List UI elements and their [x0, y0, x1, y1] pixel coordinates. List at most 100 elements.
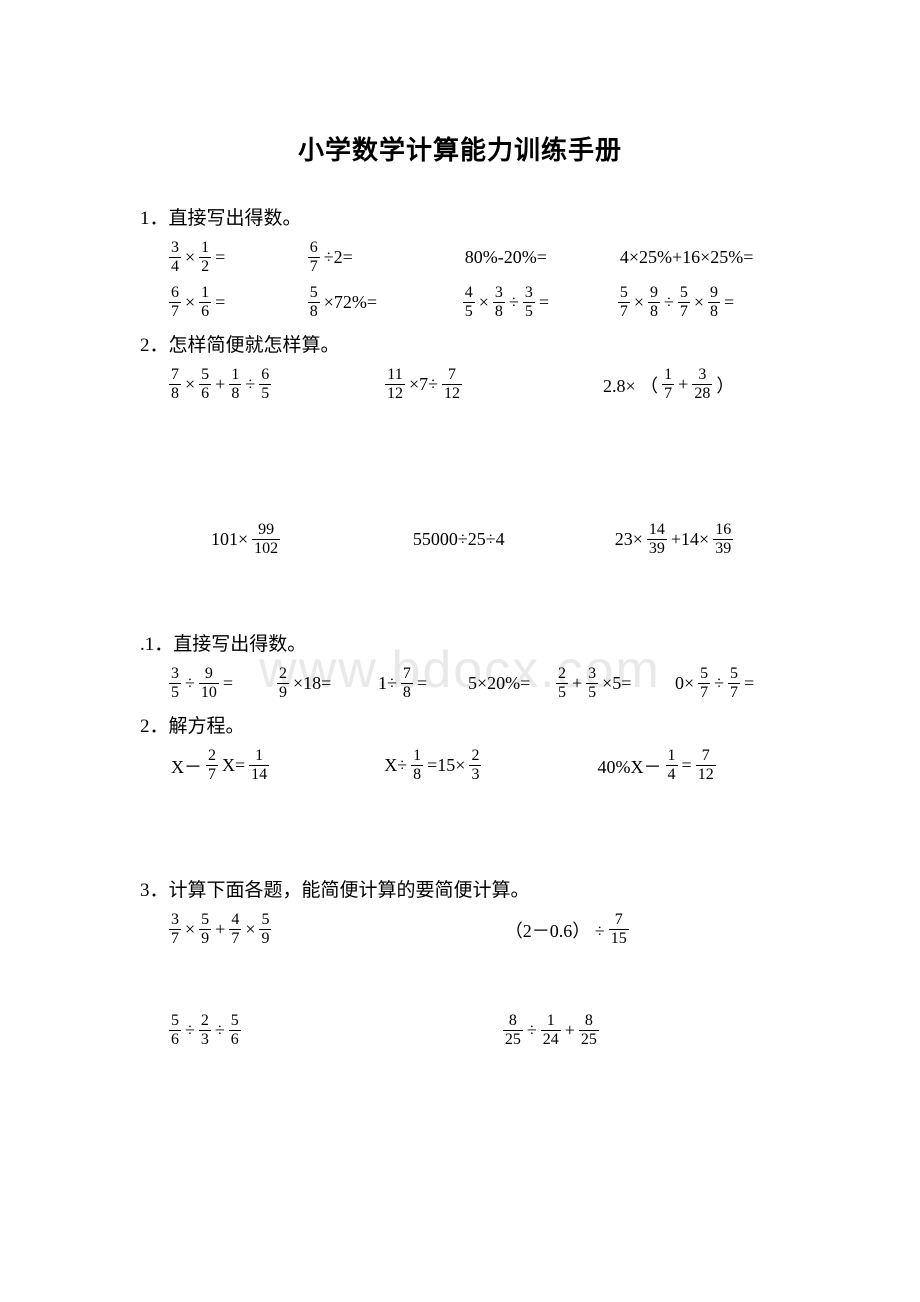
fraction: 25	[556, 666, 568, 701]
fraction: 1639	[713, 522, 733, 557]
spacer	[140, 567, 780, 623]
expression: 23×1439 +14×1639	[612, 522, 734, 557]
math-text: ×18=	[293, 673, 331, 694]
fraction: 18	[229, 367, 241, 402]
problem-cell: 56 ÷23÷56	[168, 1013, 502, 1048]
section-heading: 1．直接写出得数。	[140, 203, 780, 230]
fraction: 98	[648, 285, 660, 320]
problem-cell: 45 ×38 ÷35 =	[462, 285, 617, 320]
expression: X－27 X=114	[168, 748, 270, 783]
problem-cell: 23×1439 +14×1639	[612, 522, 780, 557]
math-text: =	[417, 673, 427, 694]
fraction: 23	[469, 748, 481, 783]
problem-cell: 80%-20%=	[462, 247, 617, 268]
fraction: 58	[308, 285, 320, 320]
expression: 80%-20%=	[462, 247, 550, 268]
problem-cell: 67 ÷2=	[307, 240, 462, 275]
math-text: ×	[479, 292, 489, 313]
fraction: 47	[229, 912, 241, 947]
problem-row: X－27 X=114 X÷18 =15×23 40%X－14 =712	[140, 748, 780, 783]
expression: 45 ×38 ÷35 =	[462, 285, 552, 320]
fraction: 1112	[385, 367, 405, 402]
problem-cell: 57 ×98 ÷57 ×98 =	[617, 285, 780, 320]
page: 小学数学计算能力训练手册 1．直接写出得数。34 ×12 =67 ÷2=80%-…	[0, 0, 920, 1048]
problem-cell: 40%X－14 =712	[595, 748, 780, 783]
math-text: ÷	[245, 374, 255, 395]
expression: 40%X－14 =712	[595, 748, 717, 783]
math-text: =	[215, 292, 225, 313]
math-text: ×	[634, 292, 644, 313]
fraction: 38	[493, 285, 505, 320]
fraction: 712	[442, 367, 462, 402]
page-title: 小学数学计算能力训练手册	[140, 130, 780, 167]
math-text: ×	[694, 292, 704, 313]
expression: 29×18=	[276, 666, 334, 701]
fraction: 78	[169, 367, 181, 402]
fraction: 23	[199, 1013, 211, 1048]
expression: 2.8× （17 +328 ）	[600, 367, 737, 402]
math-text: 23×	[615, 529, 643, 550]
math-text: =	[223, 673, 233, 694]
math-text: ×7÷	[409, 374, 438, 395]
expression: X÷18 =15×23	[381, 748, 482, 783]
math-text: 0×	[675, 673, 694, 694]
expression: 67 ÷2=	[307, 240, 356, 275]
math-text: =	[724, 292, 734, 313]
math-text: 4×25%+16×25%=	[620, 247, 754, 268]
fraction: 715	[609, 912, 629, 947]
math-text: 55000÷25÷4	[413, 529, 505, 550]
problem-cell: 55000÷25÷4	[410, 529, 612, 550]
math-text: 40%X－	[598, 753, 662, 779]
math-text: +	[215, 374, 225, 395]
fraction: 17	[662, 367, 674, 402]
math-text: ）	[716, 372, 734, 398]
math-text: ×	[185, 292, 195, 313]
math-text: =15×	[427, 755, 465, 776]
expression: 37×59+47×59	[168, 912, 272, 947]
math-text: =	[539, 292, 549, 313]
math-text: +14×	[671, 529, 709, 550]
fraction: 712	[696, 748, 716, 783]
expression: 4×25%+16×25%=	[617, 247, 757, 268]
math-text: +	[565, 1020, 575, 1041]
math-text: ×	[245, 919, 255, 940]
problem-row: 34 ×12 =67 ÷2=80%-20%=4×25%+16×25%=	[140, 240, 780, 275]
expression: 35÷910=	[168, 666, 236, 701]
fraction: 114	[249, 748, 269, 783]
math-text: +	[215, 919, 225, 940]
problem-cell: 1÷78 =	[375, 666, 465, 701]
math-text: ÷	[664, 292, 674, 313]
problem-row: 35÷910=29×18=1÷78 =5×20%=25+35×5=0×57÷57…	[140, 666, 780, 701]
expression: 101×99102	[208, 522, 281, 557]
math-text: 1÷	[378, 673, 397, 694]
fraction: 56	[229, 1013, 241, 1048]
problem-cell: 78 ×56 +18 ÷65	[168, 367, 384, 402]
fraction: 78	[401, 666, 413, 701]
fraction: 67	[169, 285, 181, 320]
section-heading: .1．直接写出得数。	[140, 629, 780, 656]
expression: 56 ÷23÷56	[168, 1013, 242, 1048]
fraction: 56	[199, 367, 211, 402]
problem-cell: 29×18=	[276, 666, 375, 701]
fraction: 328	[692, 367, 712, 402]
fraction: 29	[277, 666, 289, 701]
fraction: 59	[259, 912, 271, 947]
expression: 57 ×98 ÷57 ×98 =	[617, 285, 737, 320]
math-text: ×5=	[602, 673, 631, 694]
problem-row: 56 ÷23÷56825÷124+825	[140, 1013, 780, 1048]
fraction: 34	[169, 240, 181, 275]
fraction: 57	[698, 666, 710, 701]
expression: 1112 ×7÷712	[384, 367, 463, 402]
problem-cell: 2.8× （17 +328 ）	[600, 367, 780, 402]
math-text: 101×	[211, 529, 248, 550]
math-text: X－	[171, 753, 202, 779]
expression: （2－0.6） ÷715	[502, 912, 630, 947]
expression: 78 ×56 +18 ÷65	[168, 367, 272, 402]
expression: 25+35×5=	[555, 666, 634, 701]
fraction: 35	[523, 285, 535, 320]
math-text: =	[682, 755, 692, 776]
math-text: =	[744, 673, 754, 694]
section-heading: 2．怎样简便就怎样算。	[140, 330, 780, 357]
fraction: 45	[463, 285, 475, 320]
math-text: ÷	[509, 292, 519, 313]
